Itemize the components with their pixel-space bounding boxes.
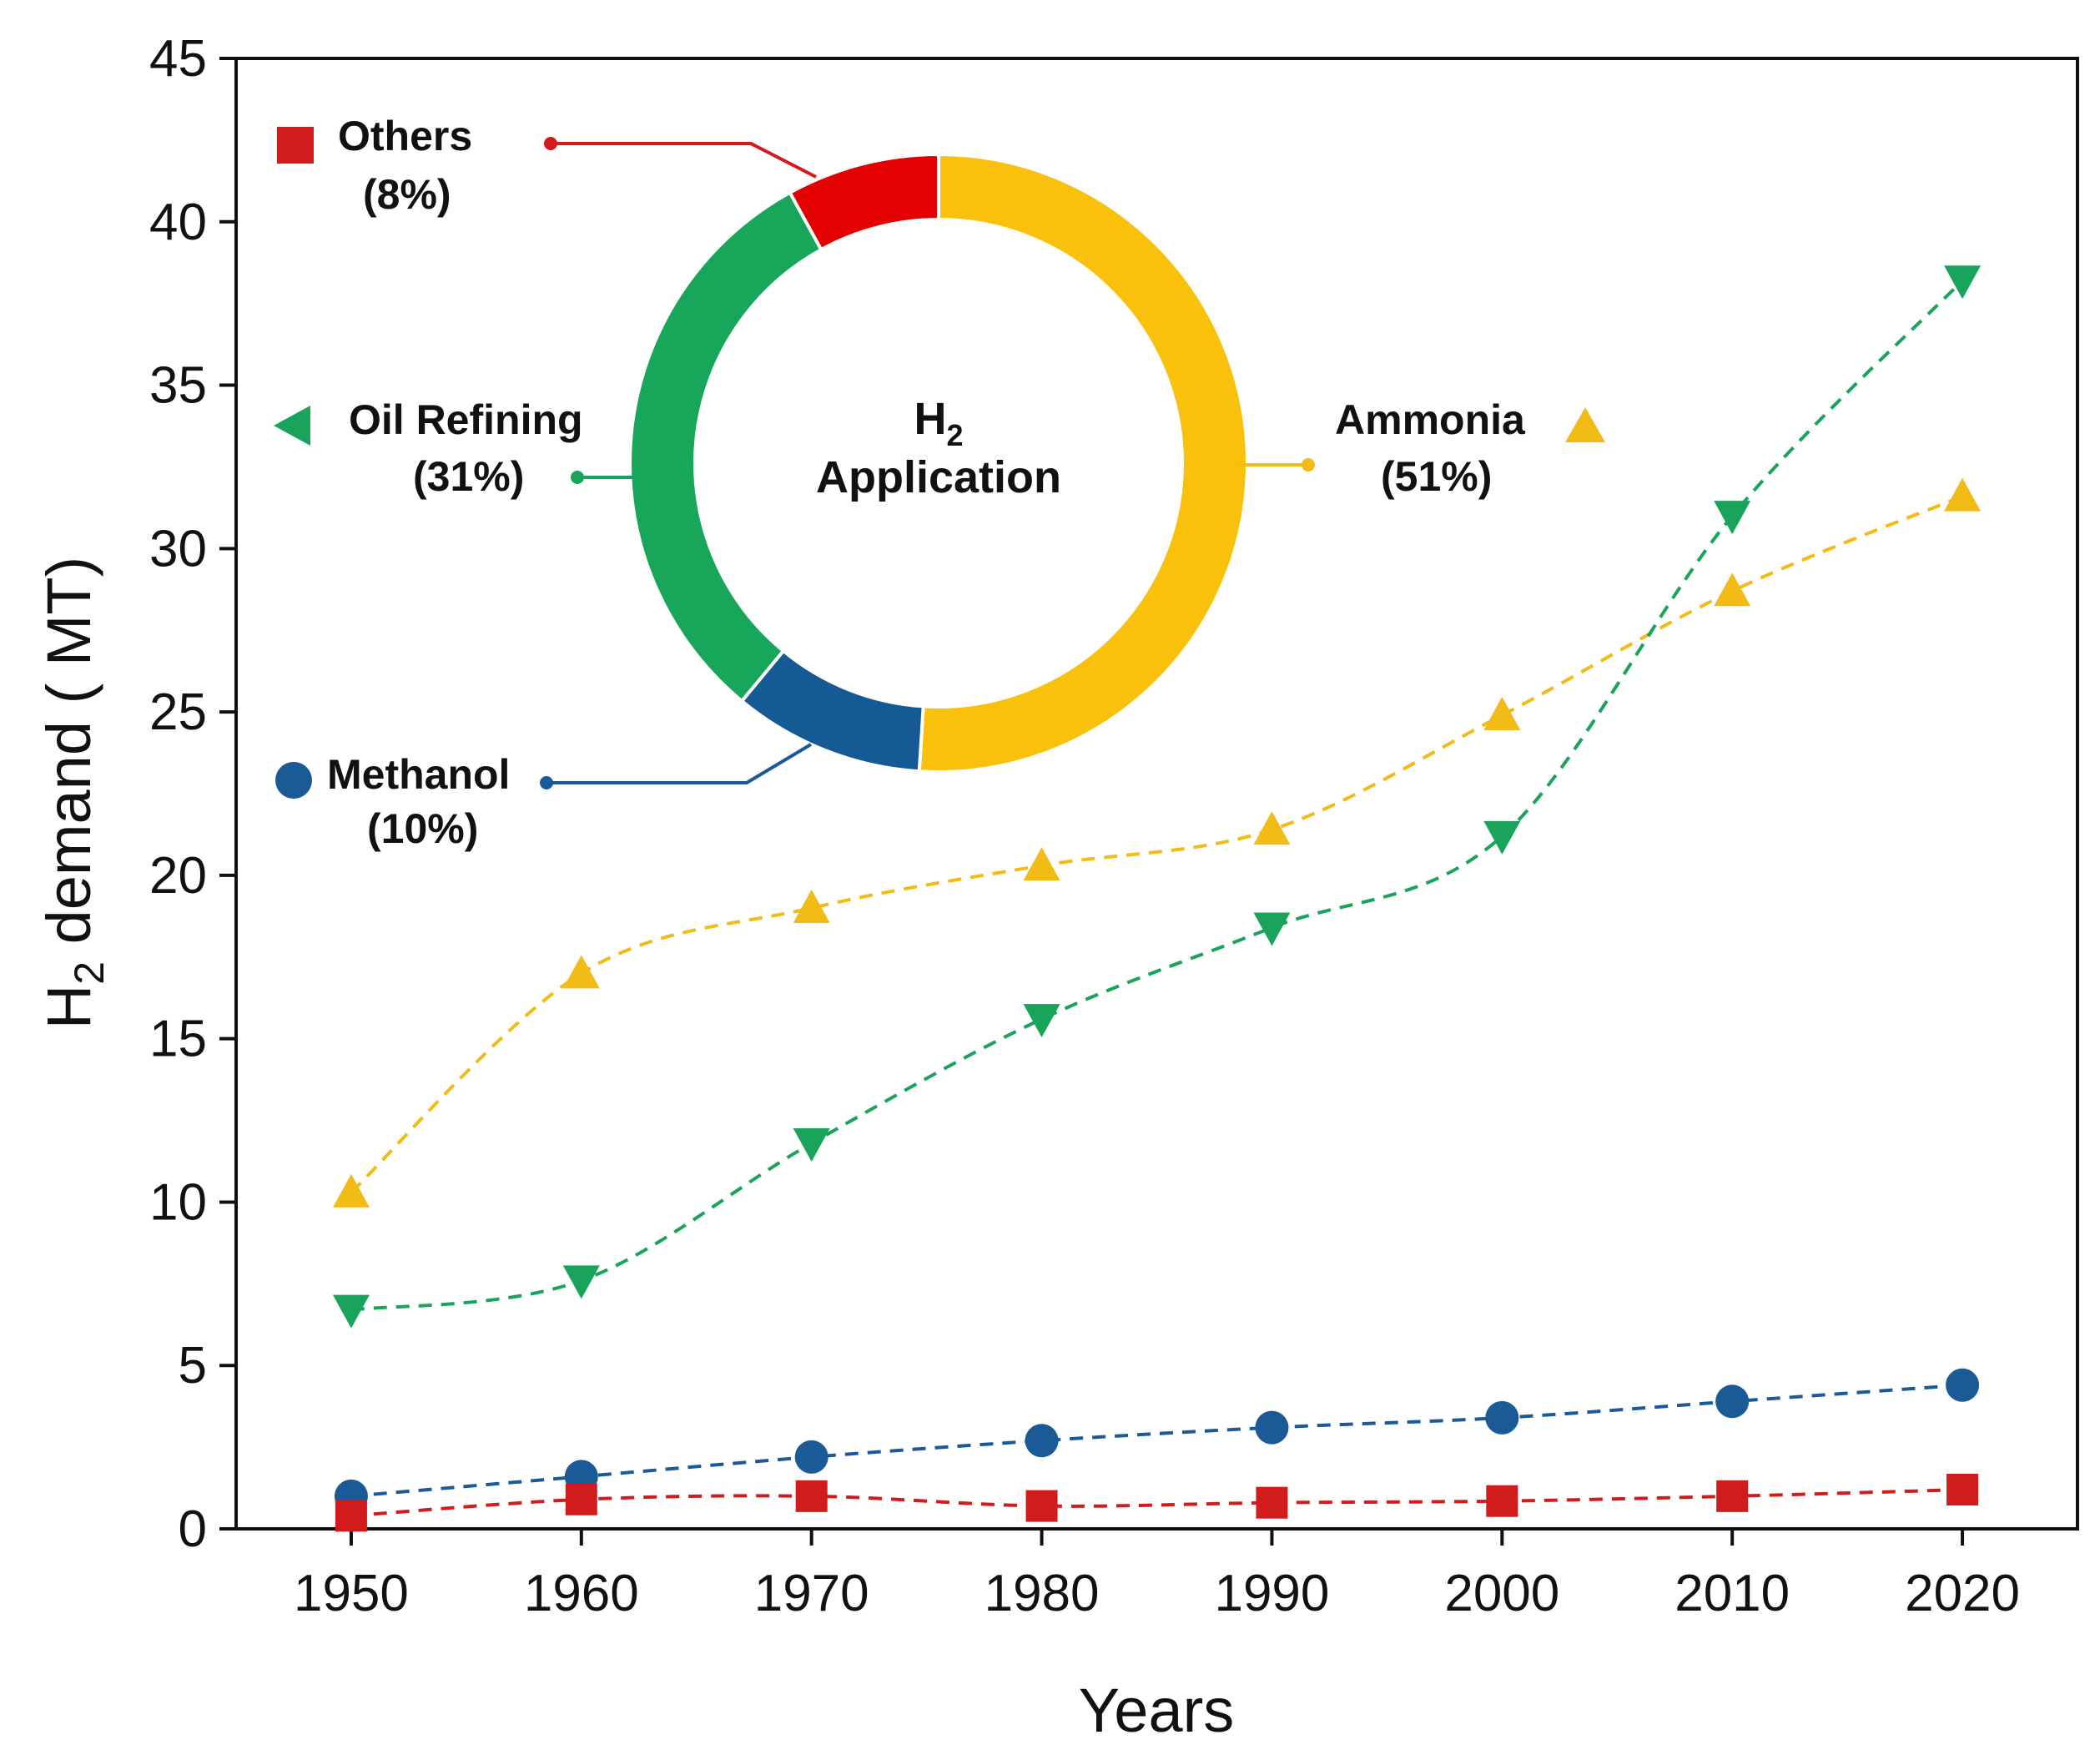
- data-point-others: [1025, 1490, 1058, 1522]
- series-line-others: [350, 1488, 1963, 1518]
- y-tick-label: 15: [149, 1011, 207, 1068]
- donut-label-methanol-name: Methanol: [327, 751, 510, 798]
- data-point-others: [1486, 1485, 1518, 1517]
- y-tick-label: 30: [149, 520, 207, 577]
- data-point-methanol: [1255, 1410, 1289, 1445]
- donut-label-methanol-percent: (10%): [367, 805, 478, 852]
- data-point-others: [1256, 1486, 1288, 1519]
- x-tick-label: 1970: [754, 1565, 869, 1622]
- donut-label-ammonia-percent: (51%): [1381, 453, 1492, 500]
- series-lines: [350, 279, 1964, 1518]
- oil-refining-leader-dot: [571, 471, 584, 484]
- data-point-oil-refining: [1944, 265, 1982, 300]
- data-point-ammonia: [332, 1173, 370, 1208]
- x-tick-label: 2000: [1444, 1565, 1559, 1622]
- others-leader-line: [551, 142, 817, 179]
- data-point-ammonia: [1023, 847, 1060, 881]
- y-axis-title: H2 demand ( MT): [34, 557, 113, 1030]
- methanol-legend-marker: [275, 762, 312, 799]
- data-point-ammonia: [1253, 811, 1291, 845]
- donut-label-oil-refining-name: Oil Refining: [349, 396, 583, 443]
- data-point-methanol: [1025, 1424, 1059, 1458]
- donut-label-ammonia-name: Ammonia: [1335, 396, 1526, 443]
- data-point-ammonia: [793, 890, 830, 924]
- others-leader-dot: [544, 137, 557, 150]
- y-tick-label: 40: [149, 194, 207, 251]
- data-point-methanol: [1946, 1368, 1980, 1402]
- y-axis-ticks: 0 5 10 15 20 25 30 35 40 45: [149, 30, 236, 1558]
- x-axis-title: Years: [1079, 1676, 1235, 1745]
- donut-label-others-name: Others: [338, 113, 472, 159]
- y-tick-label: 20: [149, 847, 207, 905]
- data-point-ammonia: [1944, 477, 1982, 512]
- donut-slice-ammonia: [917, 152, 1249, 774]
- data-point-ammonia: [1714, 572, 1751, 607]
- oil-refining-legend-marker: [274, 406, 310, 446]
- y-tick-label: 5: [179, 1337, 207, 1394]
- data-point-methanol: [794, 1440, 828, 1474]
- donut-slice-oil-refining: [628, 190, 824, 704]
- h2-application-donut: [628, 152, 1249, 774]
- data-point-oil-refining: [1714, 501, 1751, 535]
- y-tick-label: 45: [149, 30, 207, 88]
- data-point-oil-refining: [1023, 1004, 1060, 1038]
- donut-center-title: H2: [914, 394, 963, 452]
- y-tick-label: 10: [149, 1173, 207, 1231]
- data-point-oil-refining: [562, 1265, 600, 1299]
- series-line-methanol: [350, 1383, 1963, 1498]
- x-tick-label: 1950: [294, 1565, 409, 1622]
- series-line-oil-refining: [350, 279, 1964, 1312]
- data-point-methanol: [1715, 1384, 1750, 1419]
- data-point-oil-refining: [793, 1127, 830, 1162]
- x-tick-label: 1960: [524, 1565, 639, 1622]
- methanol-leader-line: [546, 743, 813, 784]
- data-point-oil-refining: [332, 1294, 370, 1329]
- data-point-oil-refining: [1253, 912, 1291, 946]
- others-legend-marker: [277, 127, 314, 164]
- x-tick-label: 2010: [1674, 1565, 1790, 1622]
- x-tick-label: 1980: [985, 1565, 1100, 1622]
- data-point-others: [1716, 1480, 1749, 1512]
- data-point-ammonia: [1483, 697, 1521, 731]
- y-tick-label: 0: [179, 1500, 207, 1558]
- data-point-oil-refining: [1483, 820, 1521, 855]
- data-point-others: [335, 1500, 367, 1532]
- donut-labels: Others (8%) Oil Refining (31%) Methanol …: [274, 113, 1605, 852]
- donut-slice-others: [788, 152, 940, 252]
- donut-center-subtitle: Application: [816, 452, 1061, 502]
- data-point-methanol: [1485, 1400, 1519, 1435]
- y-tick-label: 35: [149, 357, 207, 415]
- x-axis-ticks: 1950 1960 1970 1980 1990 2000 2010 2020: [294, 1529, 2020, 1622]
- x-tick-label: 1990: [1214, 1565, 1329, 1622]
- series-markers: [332, 265, 1982, 1532]
- data-point-others: [1946, 1474, 1979, 1506]
- ammonia-legend-marker: [1565, 407, 1605, 442]
- y-tick-label: 25: [149, 683, 207, 741]
- ammonia-leader-dot: [1302, 458, 1315, 472]
- plot-area-frame: [234, 57, 2079, 1531]
- x-tick-label: 2020: [1905, 1565, 2020, 1622]
- data-point-others: [795, 1480, 828, 1512]
- donut-label-oil-refining-percent: (31%): [413, 453, 524, 500]
- methanol-leader-dot: [540, 776, 553, 789]
- donut-label-others-percent: (8%): [363, 171, 451, 218]
- data-point-ammonia: [562, 955, 600, 989]
- data-point-others: [565, 1483, 597, 1515]
